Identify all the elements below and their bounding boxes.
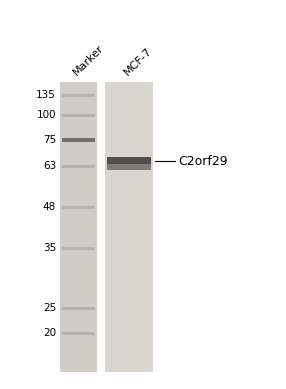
Text: 75: 75 xyxy=(43,135,56,145)
Text: 63: 63 xyxy=(43,161,56,171)
Bar xyxy=(107,164,151,170)
Text: 25: 25 xyxy=(43,303,56,313)
Bar xyxy=(62,138,95,142)
Bar xyxy=(62,247,95,250)
Text: 35: 35 xyxy=(43,243,56,253)
Bar xyxy=(62,94,95,97)
Bar xyxy=(62,332,95,335)
Bar xyxy=(107,157,151,164)
Text: 100: 100 xyxy=(36,110,56,120)
Text: MCF-7: MCF-7 xyxy=(122,45,154,77)
Text: Marker: Marker xyxy=(72,42,106,77)
Bar xyxy=(62,307,95,310)
Bar xyxy=(62,165,95,168)
Bar xyxy=(62,206,95,209)
Bar xyxy=(62,114,95,117)
Bar xyxy=(60,82,97,372)
Text: 135: 135 xyxy=(36,90,56,100)
Text: C2orf29: C2orf29 xyxy=(178,154,228,168)
Text: 20: 20 xyxy=(43,328,56,338)
Bar xyxy=(105,82,153,372)
Text: 48: 48 xyxy=(43,202,56,212)
